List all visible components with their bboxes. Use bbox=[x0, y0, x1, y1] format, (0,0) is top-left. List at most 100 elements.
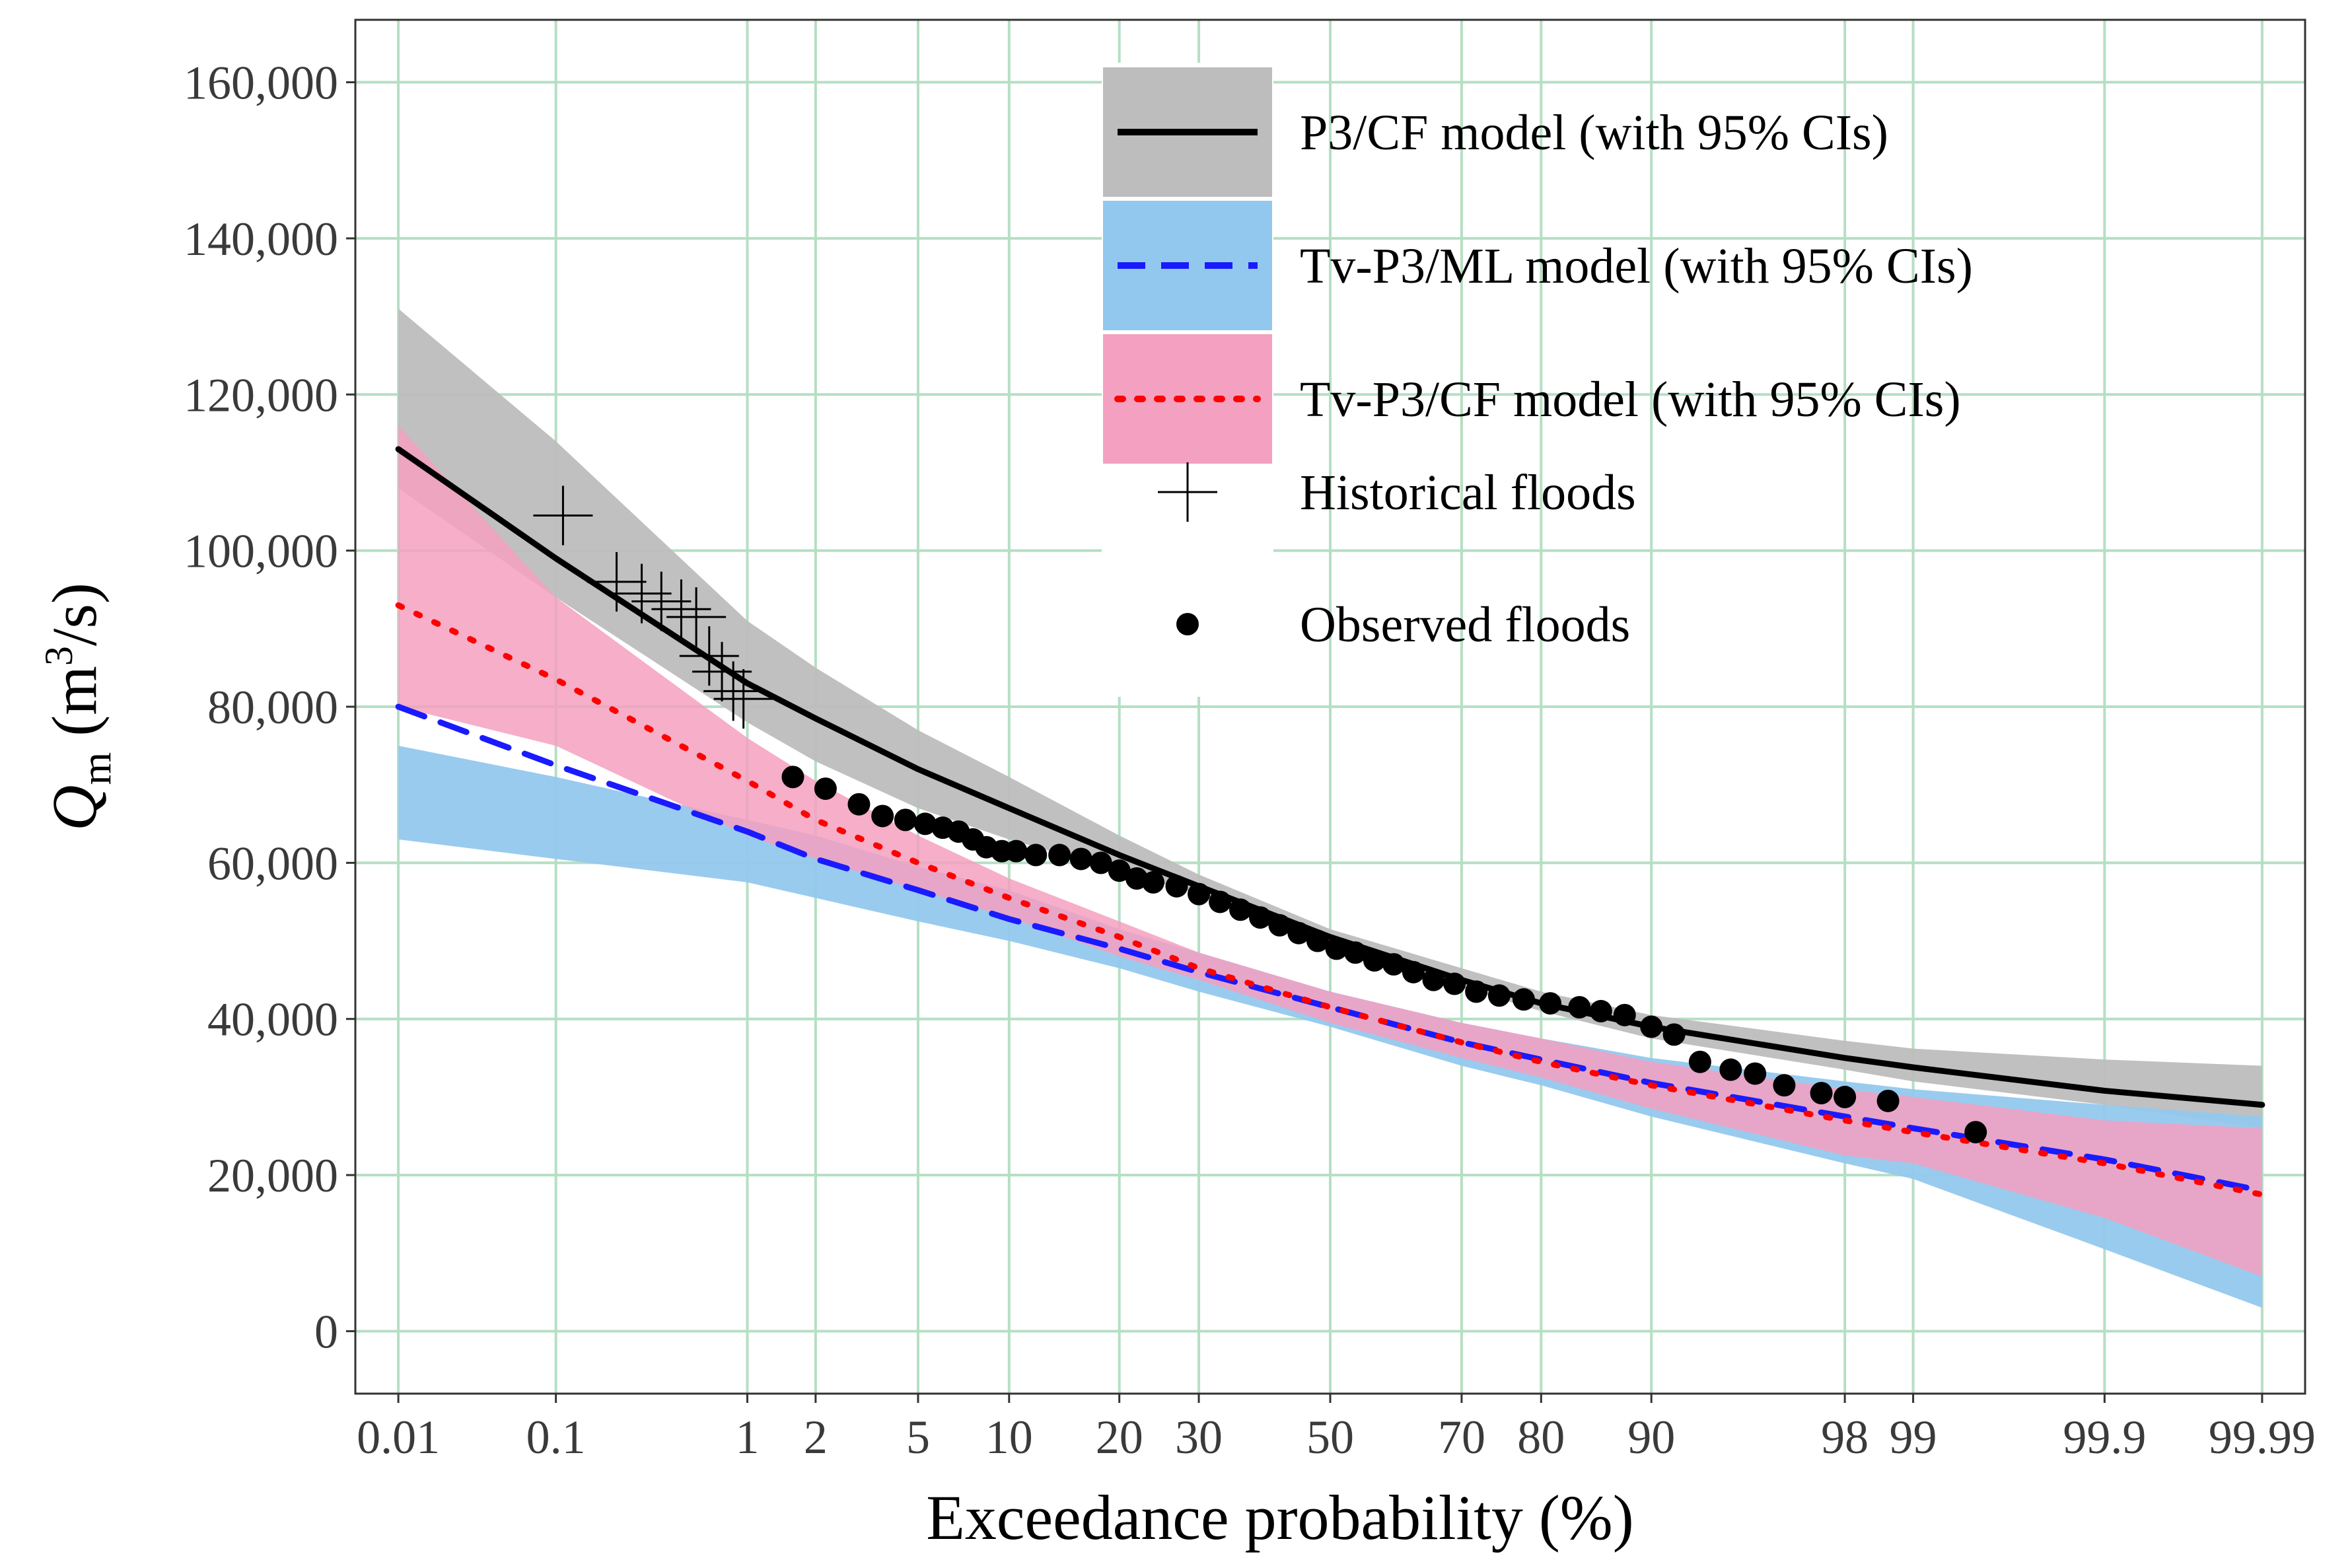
observed-flood-point bbox=[1048, 843, 1071, 867]
observed-flood-point bbox=[894, 808, 917, 832]
observed-flood-point bbox=[871, 804, 894, 828]
observed-flood-point bbox=[1834, 1085, 1857, 1108]
observed-flood-point bbox=[1005, 839, 1028, 863]
axes: 0.01 0.1 1 2 5 10 20 30 50 70 80 90 98 99 99.9 99.99 0 20… bbox=[184, 57, 2316, 1464]
x-tick-label: 70 bbox=[1438, 1411, 1485, 1464]
observed-flood-point bbox=[1719, 1058, 1742, 1081]
historical-flood-point bbox=[587, 552, 647, 612]
legend-band-swatch bbox=[1103, 334, 1272, 464]
observed-flood-point bbox=[1422, 968, 1445, 991]
observed-flood-point bbox=[1268, 913, 1291, 937]
observed-flood-point bbox=[1539, 992, 1562, 1015]
historical-flood-point bbox=[651, 579, 711, 639]
legend-item: P3/CF model (with 95% CIs) bbox=[1103, 67, 1888, 197]
legend-label: Tv-P3/ML model (with 95% CIs) bbox=[1300, 238, 1973, 294]
ci-band-3 bbox=[398, 425, 2262, 1277]
observed-flood-point bbox=[1165, 874, 1188, 898]
observed-flood-point bbox=[1024, 843, 1048, 867]
y-axis-subscript: m bbox=[73, 752, 120, 785]
y-tick-label: 100,000 bbox=[184, 525, 338, 578]
observed-flood-point bbox=[1662, 1023, 1686, 1046]
x-tick-label: 0.01 bbox=[357, 1411, 440, 1464]
observed-flood-point bbox=[1568, 996, 1591, 1018]
legend-label: P3/CF model (with 95% CIs) bbox=[1300, 105, 1888, 160]
observed-flood-point bbox=[1613, 1003, 1636, 1026]
y-tick-label: 0 bbox=[314, 1305, 338, 1358]
x-tick-label: 99.99 bbox=[2209, 1411, 2316, 1464]
observed-flood-point bbox=[1069, 847, 1092, 871]
legend-dot-swatch bbox=[1176, 613, 1199, 635]
x-tick-label: 99 bbox=[1890, 1411, 1937, 1464]
observed-flood-point bbox=[1325, 937, 1348, 960]
series-line-3 bbox=[395, 602, 2265, 1198]
historical-flood-point bbox=[679, 626, 739, 686]
observed-flood-point bbox=[781, 766, 804, 789]
observed-flood-point bbox=[1089, 851, 1112, 874]
y-axis-title: Qm (m3/s) bbox=[37, 583, 120, 831]
observed-flood-point bbox=[1512, 988, 1535, 1011]
legend-item: Tv-P3/CF model (with 95% CIs) bbox=[1103, 334, 1961, 464]
y-tick-label: 40,000 bbox=[207, 993, 338, 1046]
observed-flood-point bbox=[1589, 999, 1612, 1022]
x-tick-label: 98 bbox=[1821, 1411, 1869, 1464]
legend-label: Observed floods bbox=[1300, 597, 1630, 653]
observed-flood-point bbox=[1229, 898, 1252, 921]
observed-flood-point bbox=[1810, 1082, 1833, 1104]
legend-item: Tv-P3/ML model (with 95% CIs) bbox=[1103, 201, 1973, 330]
y-tick-label: 120,000 bbox=[184, 369, 338, 421]
flood-points bbox=[533, 485, 1987, 1144]
grid bbox=[355, 20, 2305, 1394]
observed-flood-point bbox=[1188, 882, 1211, 906]
x-tick-label: 0.1 bbox=[526, 1411, 586, 1464]
y-tick-label: 80,000 bbox=[207, 681, 338, 734]
x-tick-label: 80 bbox=[1517, 1411, 1565, 1464]
observed-flood-point bbox=[1876, 1089, 1900, 1112]
confidence-bands bbox=[398, 308, 2262, 1308]
observed-flood-point bbox=[1402, 960, 1425, 983]
y-axis-units-close: /s) bbox=[39, 583, 110, 646]
x-tick-label: 30 bbox=[1175, 1411, 1223, 1464]
historical-flood-point bbox=[666, 587, 727, 647]
observed-flood-point bbox=[847, 793, 871, 816]
observed-flood-point bbox=[1744, 1062, 1767, 1085]
ci-band-1 bbox=[398, 308, 2262, 1129]
legend: P3/CF model (with 95% CIs) Tv-P3/ML model… bbox=[1102, 63, 1973, 697]
observed-flood-point bbox=[1363, 949, 1386, 972]
x-tick-label: 1 bbox=[735, 1411, 759, 1464]
x-tick-label: 20 bbox=[1096, 1411, 1143, 1464]
y-axis-symbol: Q bbox=[39, 785, 110, 831]
observed-flood-point bbox=[1465, 980, 1488, 1003]
observed-flood-point bbox=[1382, 953, 1406, 976]
observed-flood-point bbox=[1108, 859, 1131, 882]
legend-item: Historical floods bbox=[1158, 462, 1636, 522]
y-tick-label: 20,000 bbox=[207, 1149, 338, 1202]
observed-flood-point bbox=[1964, 1121, 1987, 1144]
legend-label: Historical floods bbox=[1300, 465, 1636, 520]
x-tick-label: 5 bbox=[906, 1411, 930, 1464]
observed-flood-point bbox=[1773, 1074, 1796, 1097]
x-tick-label: 90 bbox=[1627, 1411, 1675, 1464]
observed-flood-point bbox=[1142, 871, 1165, 894]
y-axis-units-sup: 3 bbox=[37, 646, 81, 666]
x-tick-label: 10 bbox=[985, 1411, 1033, 1464]
historical-flood-point bbox=[533, 485, 593, 546]
y-axis-units-open: (m bbox=[39, 666, 110, 752]
x-axis-title: Exceedance probability (%) bbox=[926, 1482, 1633, 1553]
y-tick-label: 60,000 bbox=[207, 837, 338, 890]
observed-flood-point bbox=[1443, 972, 1466, 995]
observed-flood-point bbox=[913, 812, 937, 836]
x-tick-label: 50 bbox=[1306, 1411, 1354, 1464]
observed-flood-point bbox=[1640, 1015, 1663, 1038]
observed-flood-point bbox=[1306, 929, 1329, 952]
legend-item: Observed floods bbox=[1176, 597, 1630, 653]
y-tick-label: 140,000 bbox=[184, 213, 338, 266]
x-tick-label: 99.9 bbox=[2063, 1411, 2146, 1464]
historical-flood-point bbox=[703, 661, 764, 721]
historical-flood-point bbox=[713, 669, 773, 729]
observed-flood-point bbox=[1487, 984, 1511, 1007]
ci-band-2 bbox=[398, 746, 2262, 1308]
observed-flood-point bbox=[1688, 1050, 1711, 1073]
observed-flood-point bbox=[1209, 890, 1232, 913]
observed-flood-point bbox=[1344, 941, 1367, 964]
